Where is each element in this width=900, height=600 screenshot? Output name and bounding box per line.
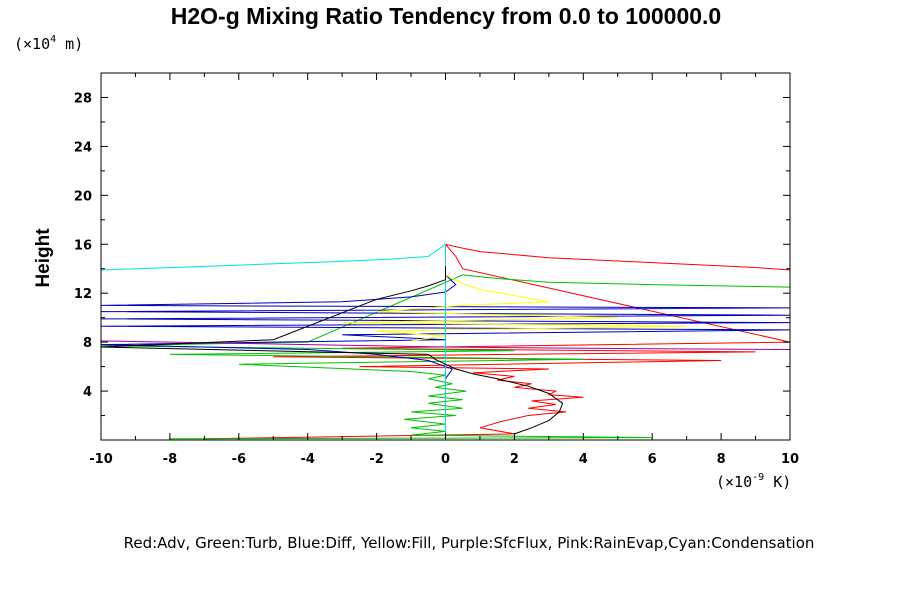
x-tick-label: 0 — [441, 452, 450, 467]
y-tick-label: 28 — [74, 91, 92, 106]
y-tick-label: 24 — [74, 140, 92, 155]
x-unit-label: (×10-9 K) — [716, 472, 791, 491]
series-condensation-line — [100, 243, 446, 440]
legend-text: Red:Adv, Green:Turb, Blue:Diff, Yellow:F… — [124, 534, 815, 552]
x-tick-label: 2 — [510, 452, 519, 467]
y-tick-label: 4 — [83, 385, 92, 400]
x-tick-label: -4 — [300, 452, 314, 467]
chart-title: H2O-g Mixing Ratio Tendency from 0.0 to … — [171, 3, 721, 29]
y-axis-label: Height — [33, 228, 54, 288]
y-tick-label: 20 — [74, 189, 92, 204]
series-adv-line — [204, 243, 791, 440]
x-tick-label: 10 — [781, 452, 799, 467]
x-tick-label: -2 — [369, 452, 383, 467]
x-tick-label: 8 — [717, 452, 726, 467]
x-tick-label: 4 — [579, 452, 588, 467]
y-unit-exponent: 4 — [50, 34, 56, 45]
x-unit-prefix: (×10 — [716, 473, 752, 491]
x-tick-label: -6 — [232, 452, 246, 467]
x-unit-exponent: -9 — [752, 472, 764, 483]
y-unit-prefix: (×10 — [14, 35, 50, 53]
y-unit-suffix: m) — [56, 35, 83, 53]
series-layer — [100, 243, 791, 440]
series-total-line — [100, 266, 564, 435]
x-tick-label: -8 — [163, 452, 177, 467]
series-turb-line — [100, 274, 791, 440]
plot-frame — [100, 72, 791, 441]
y-unit-label: (×104 m) — [14, 34, 83, 53]
x-tick-label: -10 — [89, 452, 113, 467]
y-tick-label: 12 — [74, 287, 92, 302]
series-fill-line — [342, 274, 687, 342]
y-tick-label: 16 — [74, 238, 92, 253]
y-tick-label: 8 — [83, 336, 92, 351]
x-unit-suffix: K) — [764, 473, 791, 491]
x-tick-label: 6 — [648, 452, 657, 467]
